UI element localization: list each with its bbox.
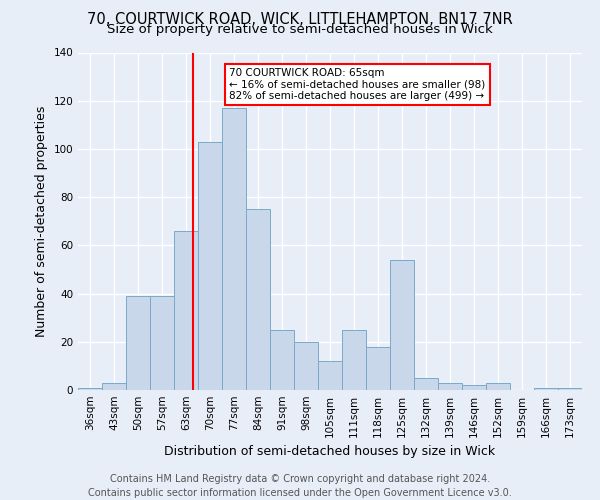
Bar — [342, 330, 366, 390]
Bar — [102, 383, 126, 390]
Bar — [294, 342, 318, 390]
Bar — [438, 383, 462, 390]
Bar — [462, 385, 486, 390]
Text: Contains HM Land Registry data © Crown copyright and database right 2024.
Contai: Contains HM Land Registry data © Crown c… — [88, 474, 512, 498]
Text: 70 COURTWICK ROAD: 65sqm
← 16% of semi-detached houses are smaller (98)
82% of s: 70 COURTWICK ROAD: 65sqm ← 16% of semi-d… — [229, 68, 485, 101]
Bar — [558, 388, 582, 390]
Text: Size of property relative to semi-detached houses in Wick: Size of property relative to semi-detach… — [107, 22, 493, 36]
Bar — [414, 378, 438, 390]
Bar — [318, 361, 342, 390]
Bar — [390, 260, 414, 390]
X-axis label: Distribution of semi-detached houses by size in Wick: Distribution of semi-detached houses by … — [164, 446, 496, 458]
Bar — [198, 142, 222, 390]
Bar — [270, 330, 294, 390]
Bar — [534, 388, 558, 390]
Bar — [78, 388, 102, 390]
Bar — [246, 209, 270, 390]
Text: 70, COURTWICK ROAD, WICK, LITTLEHAMPTON, BN17 7NR: 70, COURTWICK ROAD, WICK, LITTLEHAMPTON,… — [87, 12, 513, 28]
Bar — [222, 108, 246, 390]
Bar — [174, 231, 198, 390]
Bar — [366, 346, 390, 390]
Bar — [486, 383, 510, 390]
Bar — [150, 296, 174, 390]
Bar — [126, 296, 150, 390]
Y-axis label: Number of semi-detached properties: Number of semi-detached properties — [35, 106, 48, 337]
